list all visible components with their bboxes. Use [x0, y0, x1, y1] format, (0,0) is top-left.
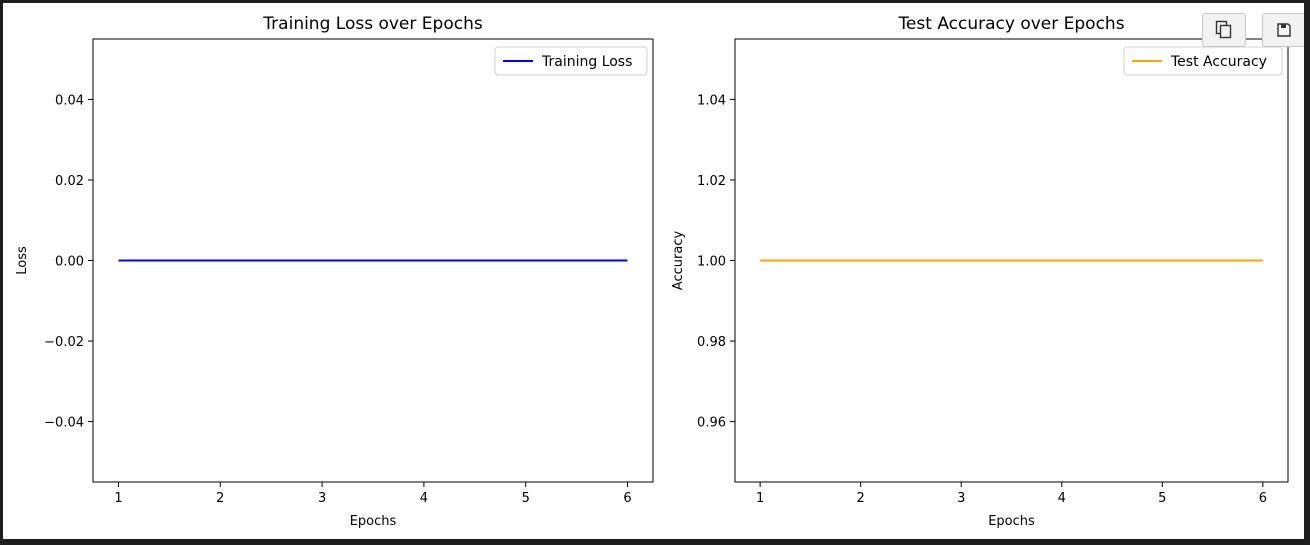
chart1-xtick-label: 4: [420, 491, 428, 506]
copy-icon: [1215, 20, 1232, 39]
chart2-xtick-label: 5: [1158, 491, 1166, 506]
chart2-xtick-label: 4: [1058, 491, 1066, 506]
chart1-xtick-label: 3: [318, 491, 326, 506]
chart1-ytick-label: −0.02: [44, 335, 84, 350]
chart2-xlabel: Epochs: [988, 514, 1035, 529]
chart1-title: Training Loss over Epochs: [262, 14, 483, 34]
chart1-xtick-label: 1: [114, 491, 122, 506]
chart2-ytick-label: 1.02: [697, 174, 726, 189]
figure-canvas: Training Loss over Epochs 1 2 3 4 5 6 −0.04 −0.0…: [3, 3, 1304, 539]
chart2-ytick-label: 0.96: [697, 416, 726, 431]
chart2-ytick-label: 1.00: [697, 255, 726, 270]
chart2-ytick-label: 0.98: [697, 335, 726, 350]
chart2-xtick-label: 2: [857, 491, 865, 506]
chart1-xtick-label: 2: [216, 491, 224, 506]
copy-button[interactable]: [1202, 13, 1246, 47]
floppy-disk-icon: [1277, 23, 1291, 37]
chart1-xtick-label: 6: [623, 491, 631, 506]
chart2-title: Test Accuracy over Epochs: [897, 14, 1124, 34]
chart1-xtick-label: 5: [522, 491, 530, 506]
chart2-axes-frame: [734, 38, 1289, 483]
chart1-ytick-label: 0.04: [55, 93, 84, 108]
chart1-ytick-label: −0.04: [44, 416, 84, 431]
chart1-ytick-label: 0.02: [55, 174, 84, 189]
chart2-ylabel: Accuracy: [671, 231, 686, 291]
chart2-xtick-label: 6: [1259, 491, 1267, 506]
chart2-legend-box: [1123, 46, 1283, 76]
chart2-ytick-label: 1.04: [697, 93, 726, 108]
save-button[interactable]: [1262, 13, 1304, 47]
chart1-xlabel: Epochs: [350, 514, 397, 529]
chart1-axes-frame: [92, 38, 654, 483]
chart1-ytick-label: 0.00: [55, 255, 84, 270]
chart1-legend-box: [494, 46, 648, 76]
chart2-xtick-label: 3: [957, 491, 965, 506]
chart2-xtick-label: 1: [756, 491, 764, 506]
chart1-ylabel: Loss: [15, 246, 30, 275]
chart1-legend-label: Training Loss: [541, 54, 632, 70]
figure-svg: Training Loss over Epochs 1 2 3 4 5 6 −0.04 −0.0…: [15, 14, 1289, 529]
chart2-legend-label: Test Accuracy: [1170, 54, 1267, 70]
